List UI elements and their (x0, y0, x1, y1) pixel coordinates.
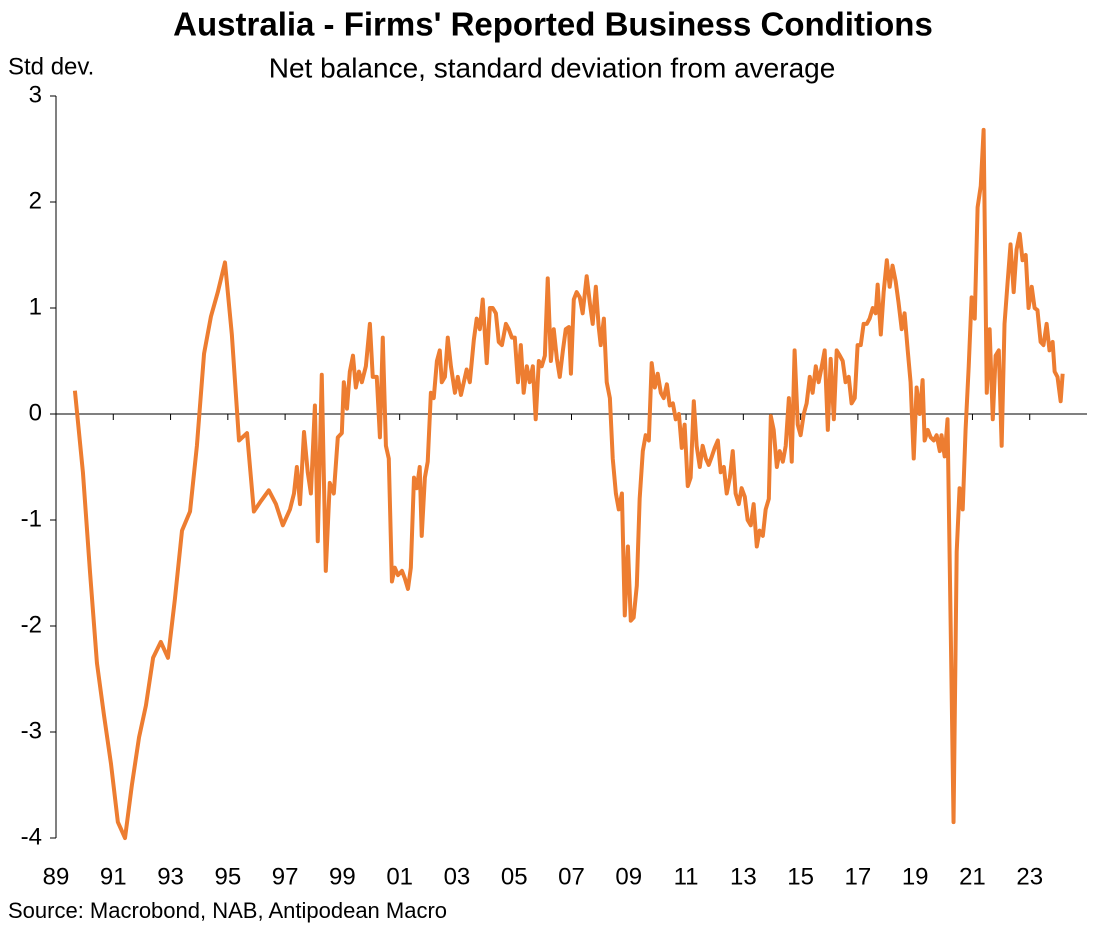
x-tick-label: 93 (157, 863, 184, 890)
x-tick-label: 15 (787, 863, 814, 890)
x-tick-label: 99 (329, 863, 356, 890)
y-tick-label: 3 (29, 81, 42, 108)
x-tick-label: 05 (501, 863, 528, 890)
y-tick-label: -2 (21, 611, 42, 638)
data-line (72, 127, 1065, 840)
source-note: Source: Macrobond, NAB, Antipodean Macro (8, 898, 447, 923)
y-tick-label: 1 (29, 293, 42, 320)
chart-subtitle: Net balance, standard deviation from ave… (269, 52, 836, 83)
x-tick-label: 03 (444, 863, 471, 890)
x-tick-label: 13 (730, 863, 757, 890)
x-tick-label: 01 (386, 863, 413, 890)
x-tick-label: 11 (674, 863, 699, 890)
chart-title: Australia - Firms' Reported Business Con… (173, 6, 933, 43)
y-tick-label: 2 (29, 187, 42, 214)
x-tick-label: 17 (845, 863, 872, 890)
x-tick-label: 09 (615, 863, 642, 890)
y-axis-label: Std dev. (8, 53, 94, 80)
x-tick-label: 97 (272, 863, 299, 890)
y-tick-label: -1 (21, 505, 42, 532)
x-tick-label: 07 (558, 863, 585, 890)
x-tick-label: 19 (902, 863, 929, 890)
x-tick-label: 21 (959, 863, 986, 890)
x-tick-label: 23 (1016, 863, 1043, 890)
y-tick-label: -3 (21, 717, 42, 744)
x-tick-label: 91 (100, 863, 127, 890)
x-tick-label: 95 (214, 863, 241, 890)
y-tick-label: 0 (29, 399, 42, 426)
x-tick-label: 89 (43, 863, 70, 890)
y-tick-label: -4 (21, 823, 42, 850)
